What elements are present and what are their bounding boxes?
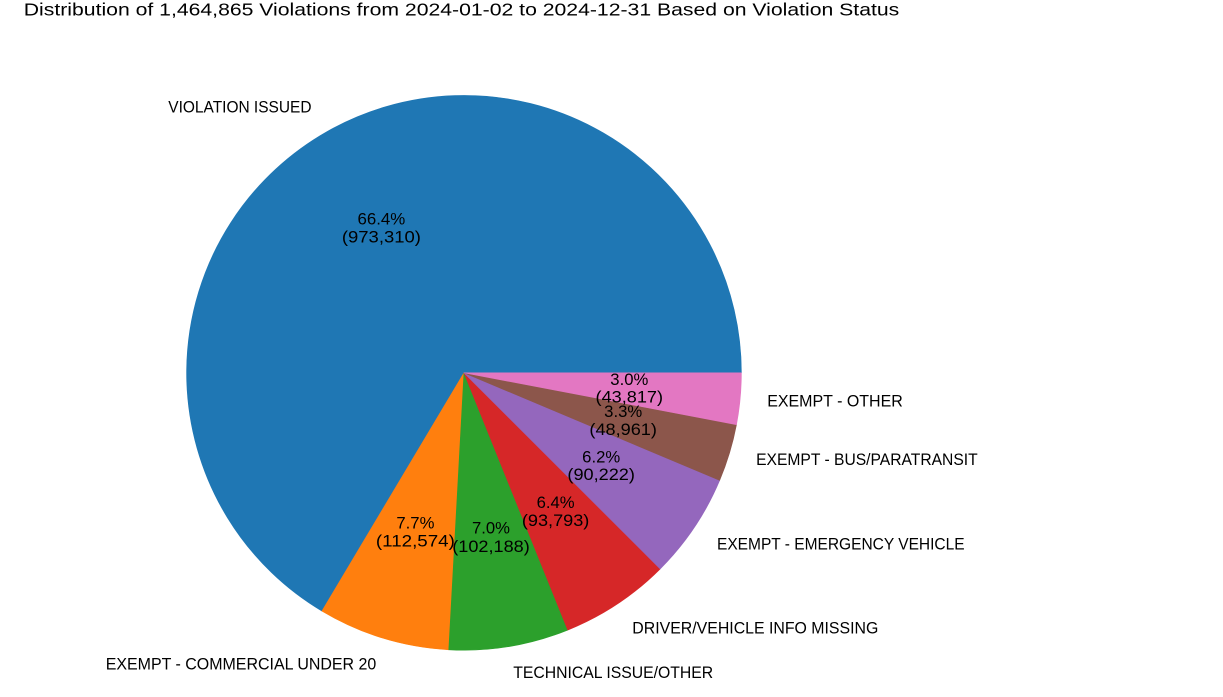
svg-text:EXEMPT - EMERGENCY VEHICLE: EXEMPT - EMERGENCY VEHICLE (717, 536, 965, 554)
svg-text:(93,793): (93,793) (522, 512, 590, 530)
svg-text:EXEMPT - COMMERCIAL UNDER 20: EXEMPT - COMMERCIAL UNDER 20 (106, 656, 377, 674)
svg-text:(973,310): (973,310) (342, 228, 421, 246)
svg-text:3.3%: 3.3% (604, 403, 642, 421)
svg-text:6.2%: 6.2% (582, 448, 620, 466)
svg-text:(112,574): (112,574) (376, 532, 455, 550)
svg-text:Distribution of 1,464,865 Viol: Distribution of 1,464,865 Violations fro… (24, 0, 900, 20)
svg-text:66.4%: 66.4% (358, 211, 406, 229)
svg-text:(102,188): (102,188) (452, 538, 530, 556)
svg-text:EXEMPT - OTHER: EXEMPT - OTHER (767, 393, 903, 411)
svg-text:(48,961): (48,961) (589, 421, 657, 439)
svg-text:DRIVER/VEHICLE INFO MISSING: DRIVER/VEHICLE INFO MISSING (632, 619, 878, 637)
svg-text:(43,817): (43,817) (596, 389, 664, 407)
svg-text:7.7%: 7.7% (396, 514, 434, 532)
svg-text:6.4%: 6.4% (537, 494, 575, 512)
svg-text:TECHNICAL ISSUE/OTHER: TECHNICAL ISSUE/OTHER (513, 664, 713, 682)
svg-text:7.0%: 7.0% (472, 520, 510, 538)
svg-text:3.0%: 3.0% (610, 371, 648, 389)
svg-text:(90,222): (90,222) (567, 466, 635, 484)
svg-text:EXEMPT - BUS/PARATRANSIT: EXEMPT - BUS/PARATRANSIT (756, 451, 978, 469)
svg-text:VIOLATION ISSUED: VIOLATION ISSUED (168, 99, 311, 117)
